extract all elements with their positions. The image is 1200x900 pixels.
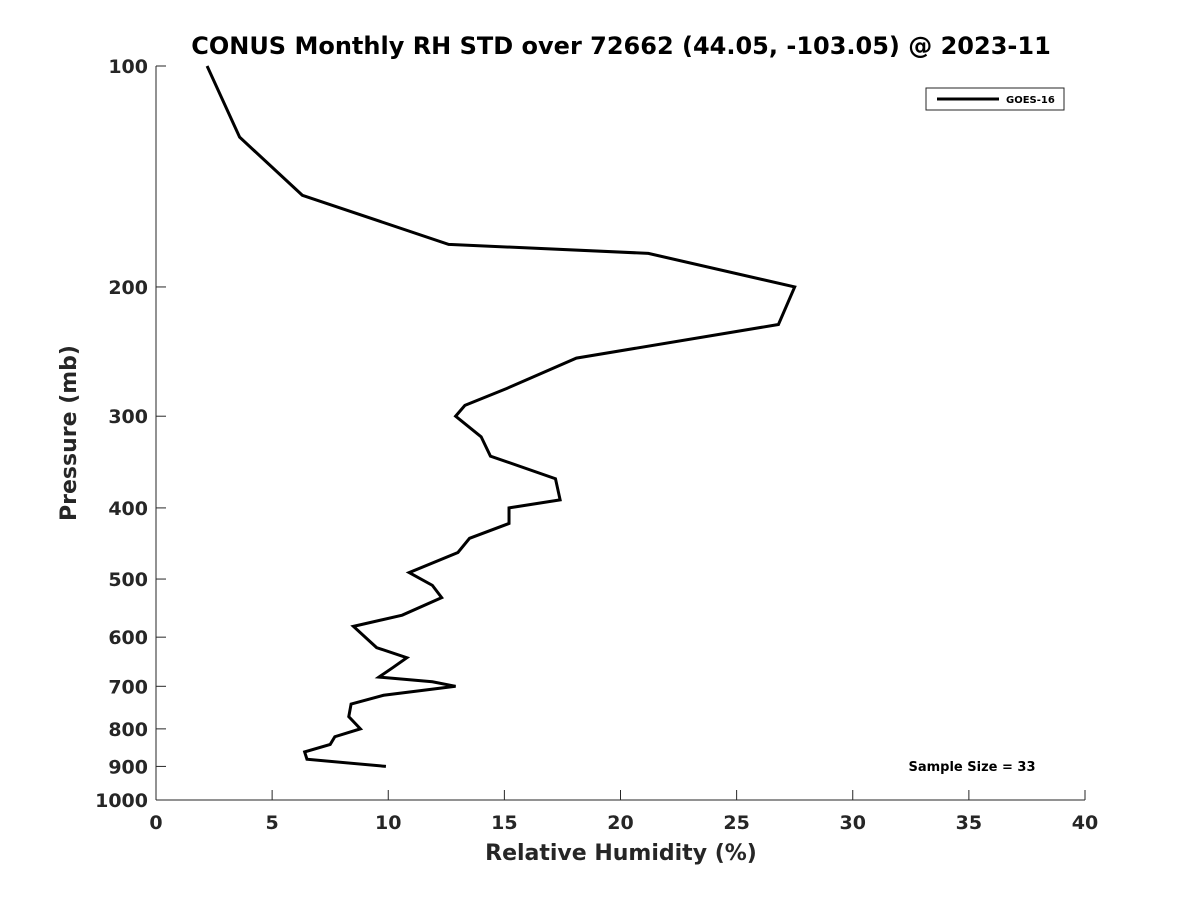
y-tick-label: 500 bbox=[108, 569, 148, 591]
y-tick-label: 300 bbox=[108, 406, 148, 428]
axes-background bbox=[156, 66, 1085, 800]
y-tick-label: 600 bbox=[108, 627, 148, 649]
legend: GOES-16 bbox=[925, 87, 1065, 111]
x-tick-label: 10 bbox=[375, 812, 401, 834]
sample-size-annotation: Sample Size = 33 bbox=[908, 760, 1035, 775]
x-axis: 0 5 10 15 20 25 30 35 40 bbox=[149, 790, 1098, 834]
x-tick-label: 25 bbox=[723, 812, 749, 834]
y-tick-label: 800 bbox=[108, 719, 148, 741]
y-tick-label: 900 bbox=[108, 756, 148, 778]
y-tick-label: 200 bbox=[108, 277, 148, 299]
x-tick-label: 20 bbox=[607, 812, 633, 834]
x-axis-label: Relative Humidity (%) bbox=[485, 841, 757, 866]
x-tick-label: 0 bbox=[149, 812, 162, 834]
y-tick-label: 700 bbox=[108, 676, 148, 698]
x-tick-label: 40 bbox=[1072, 812, 1098, 834]
y-tick-label: 400 bbox=[108, 498, 148, 520]
x-tick-label: 5 bbox=[266, 812, 279, 834]
y-tick-label: 100 bbox=[108, 56, 148, 78]
chart-title: CONUS Monthly RH STD over 72662 (44.05, … bbox=[191, 32, 1051, 60]
x-tick-label: 35 bbox=[956, 812, 982, 834]
y-axis: 100 200 300 400 500 600 700 800 900 1000 bbox=[95, 56, 166, 812]
y-axis-label: Pressure (mb) bbox=[57, 345, 82, 521]
y-tick-label: 1000 bbox=[95, 790, 148, 812]
series-line-goes-16 bbox=[205, 65, 797, 768]
series-layer bbox=[205, 65, 797, 768]
x-tick-label: 30 bbox=[840, 812, 866, 834]
legend-label-goes-16: GOES-16 bbox=[1006, 95, 1055, 106]
plot-area: 0 5 10 15 20 25 30 35 40 100 200 300 400 500 600 700 80… bbox=[95, 56, 1098, 834]
x-tick-label: 15 bbox=[491, 812, 517, 834]
